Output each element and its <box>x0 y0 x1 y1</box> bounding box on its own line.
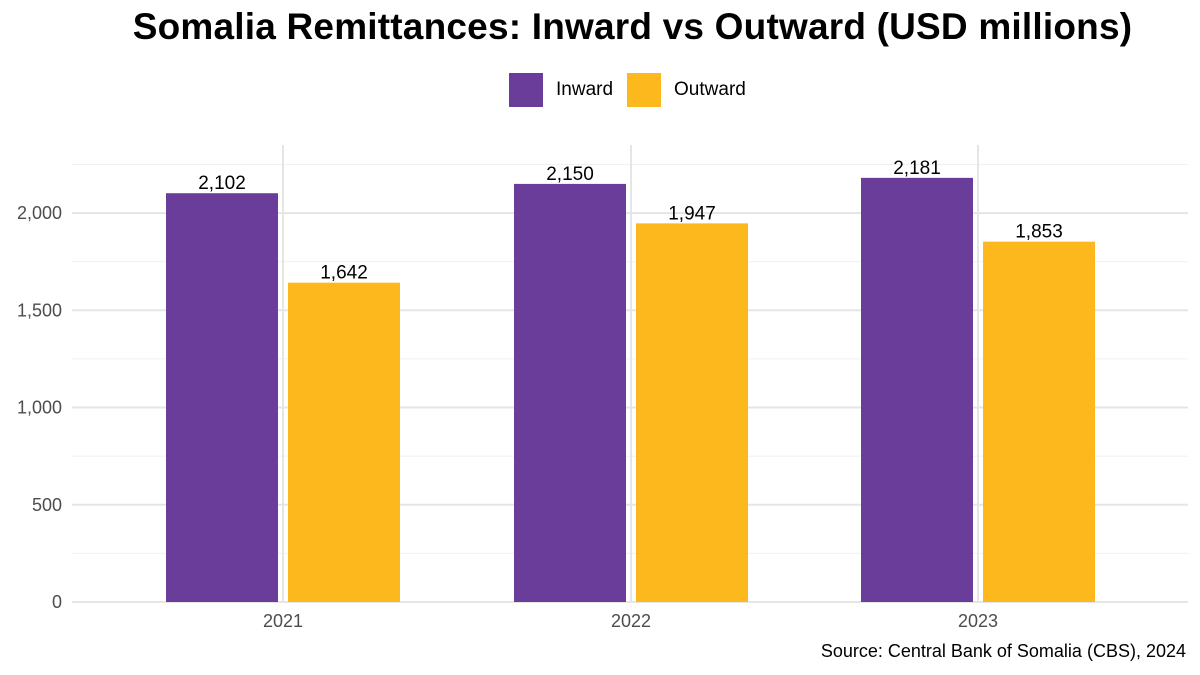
bar-inward-2022 <box>514 183 626 602</box>
legend-swatch-outward <box>627 73 662 107</box>
legend: Inward Outward <box>509 73 760 107</box>
y-tick-label: 500 <box>32 495 62 515</box>
y-tick-label: 1,000 <box>17 398 62 418</box>
y-tick-label: 0 <box>52 592 62 612</box>
x-tick-label: 2021 <box>263 611 303 631</box>
chart-title: Somalia Remittances: Inward vs Outward (… <box>132 6 1133 47</box>
bar-outward-2021 <box>288 282 400 602</box>
legend-label-outward: Outward <box>674 79 746 100</box>
x-tick-label: 2022 <box>611 611 651 631</box>
x-tick-label: 2023 <box>958 611 998 631</box>
legend-label-inward: Inward <box>556 79 614 100</box>
data-label-outward-2021: 1,642 <box>320 263 368 284</box>
bar-inward-2023 <box>861 177 973 602</box>
data-label-inward-2023: 2,181 <box>893 158 941 179</box>
legend-item-inward: Inward <box>509 73 613 107</box>
bar-outward-2022 <box>636 223 748 602</box>
legend-item-outward: Outward <box>627 73 746 107</box>
y-tick-label: 2,000 <box>17 203 62 223</box>
y-tick-label: 1,500 <box>17 300 62 320</box>
data-label-inward-2022: 2,150 <box>546 164 594 185</box>
bar-inward-2021 <box>166 193 278 602</box>
data-label-inward-2021: 2,102 <box>198 173 246 194</box>
source-caption: Source: Central Bank of Somalia (CBS), 2… <box>820 641 1186 661</box>
bar-outward-2023 <box>983 241 1095 602</box>
legend-swatch-inward <box>509 73 543 107</box>
data-label-outward-2023: 1,853 <box>1015 222 1063 243</box>
data-label-outward-2022: 1,947 <box>668 203 716 224</box>
